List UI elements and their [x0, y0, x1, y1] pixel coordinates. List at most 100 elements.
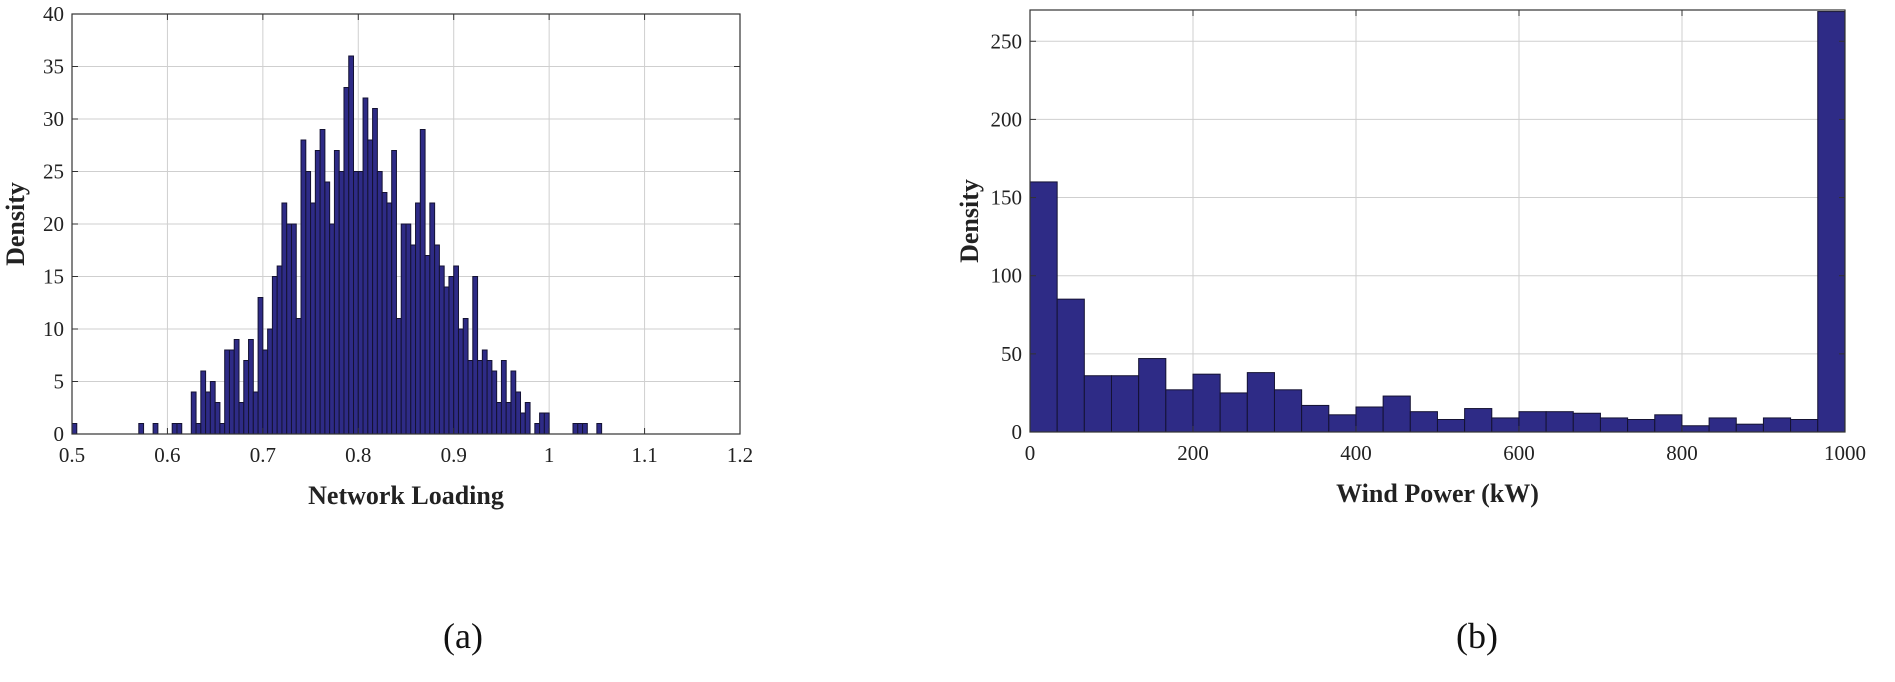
- histogram-bar: [1464, 408, 1493, 433]
- histogram-bar: [214, 402, 221, 435]
- histogram-bar: [314, 150, 321, 435]
- histogram-bar: [1110, 375, 1140, 433]
- histogram-bar: [415, 202, 421, 435]
- histogram-bar: [228, 349, 235, 435]
- histogram-bar: [276, 265, 283, 435]
- histogram-bar: [333, 150, 340, 435]
- histogram-bar: [500, 360, 507, 435]
- histogram-bar: [1382, 395, 1411, 433]
- histogram-bar: [386, 202, 393, 435]
- histogram-bar: [1083, 375, 1112, 433]
- histogram-bar: [419, 129, 426, 435]
- histogram-bar: [1246, 372, 1275, 433]
- x-tick-label: 600: [1503, 441, 1535, 465]
- histogram-bar: [305, 171, 312, 435]
- histogram-bar: [515, 391, 522, 435]
- histogram-bar: [376, 171, 383, 435]
- histogram-bar: [348, 55, 355, 435]
- histogram-bar: [71, 423, 78, 435]
- histogram-bar: [1735, 423, 1764, 433]
- x-tick-label: 0.7: [250, 443, 276, 467]
- histogram-bar: [1491, 417, 1520, 433]
- histogram-bar: [448, 276, 455, 435]
- histogram-bar: [1219, 392, 1248, 433]
- histogram-bar: [271, 276, 278, 435]
- x-tick-label: 0: [1025, 441, 1036, 465]
- chart-panel-a: 0.5 0.6 0.7 0.8 0.9 1 1.1 1.2 0 5 10 15 20 25 30 35 40 Ne…: [0, 0, 940, 682]
- x-tick-label: 400: [1340, 441, 1372, 465]
- histogram-bar: [329, 223, 335, 435]
- y-tick-label: 0: [1012, 420, 1023, 444]
- x-tick-label: 1.1: [631, 443, 657, 467]
- histogram-bar: [577, 423, 584, 435]
- histogram-bar: [357, 171, 364, 435]
- histogram-bar: [353, 171, 359, 435]
- histogram-bar: [252, 391, 259, 435]
- x-tick-label: 200: [1177, 441, 1209, 465]
- histogram-bar: [200, 370, 207, 435]
- bars: [1029, 11, 1846, 433]
- histogram-bar: [190, 391, 197, 435]
- y-tick-label: 25: [43, 160, 64, 184]
- histogram-bar: [524, 402, 531, 435]
- y-tick-label: 5: [54, 370, 65, 394]
- histogram-bar: [510, 370, 517, 435]
- histogram-bar: [281, 202, 288, 435]
- histogram-bar: [300, 139, 307, 435]
- histogram-bar: [205, 391, 211, 435]
- y-tick-label: 15: [43, 265, 64, 289]
- histogram-bar: [262, 349, 269, 435]
- y-tick-label: 50: [1001, 342, 1022, 366]
- caption-b: (b): [1456, 616, 1498, 656]
- histogram-bar: [429, 202, 436, 435]
- histogram-bar: [238, 402, 245, 435]
- histogram-bar: [1273, 389, 1303, 433]
- x-tick-label: 1000: [1824, 441, 1866, 465]
- axes-frame: [1029, 9, 1846, 433]
- histogram-bar: [1355, 406, 1384, 433]
- y-tick-label: 10: [43, 317, 64, 341]
- x-axis-label: Network Loading: [308, 481, 504, 510]
- histogram-bar: [486, 360, 493, 435]
- histogram-bar: [224, 349, 230, 435]
- x-axis-label: Wind Power (kW): [1336, 479, 1539, 508]
- histogram-bar: [453, 265, 459, 435]
- histogram-bar: [1572, 412, 1601, 433]
- histogram-bar: [233, 339, 240, 435]
- y-axis-label: Density: [1, 182, 30, 266]
- y-tick-label: 0: [54, 422, 65, 446]
- histogram-network-loading: 0.5 0.6 0.7 0.8 0.9 1 1.1 1.2 0 5 10 15 20 25 30 35 40 Ne…: [1, 2, 753, 510]
- histogram-bar: [324, 181, 331, 435]
- histogram-bar: [505, 402, 512, 435]
- histogram-bar: [381, 192, 388, 435]
- histogram-bar: [491, 370, 498, 435]
- histogram-bar: [477, 360, 483, 435]
- y-tick-label: 200: [991, 107, 1023, 131]
- y-tick-label: 100: [991, 264, 1023, 288]
- histogram-bar: [1056, 298, 1085, 433]
- histogram-bar: [1599, 417, 1629, 433]
- histogram-bar: [1627, 418, 1656, 433]
- histogram-bar: [1762, 417, 1792, 433]
- y-tick-label: 150: [991, 186, 1023, 210]
- histogram-bar: [496, 402, 502, 435]
- histogram-bar: [362, 97, 369, 435]
- y-tick-label: 40: [43, 2, 64, 26]
- histogram-bar: [543, 412, 550, 435]
- histogram-bar: [434, 244, 440, 435]
- histogram-bar: [457, 328, 464, 435]
- histogram-bar: [1138, 358, 1167, 433]
- histogram-bar: [582, 423, 588, 435]
- histogram-bar: [1165, 389, 1194, 433]
- histogram-bar: [596, 423, 603, 435]
- histogram-bar: [1817, 11, 1846, 433]
- histogram-bar: [209, 381, 216, 435]
- histogram-bar: [539, 412, 545, 435]
- x-tick-label: 0.8: [345, 443, 371, 467]
- histogram-bar: [257, 297, 264, 435]
- histogram-wind-power: 0 200 400 600 800 1000 0 50 100 150 200 250 Wind Pow…: [955, 9, 1866, 508]
- histogram-bar: [391, 150, 397, 435]
- histogram-bar: [248, 339, 254, 435]
- bars: [71, 55, 603, 435]
- histogram-bar: [319, 129, 326, 435]
